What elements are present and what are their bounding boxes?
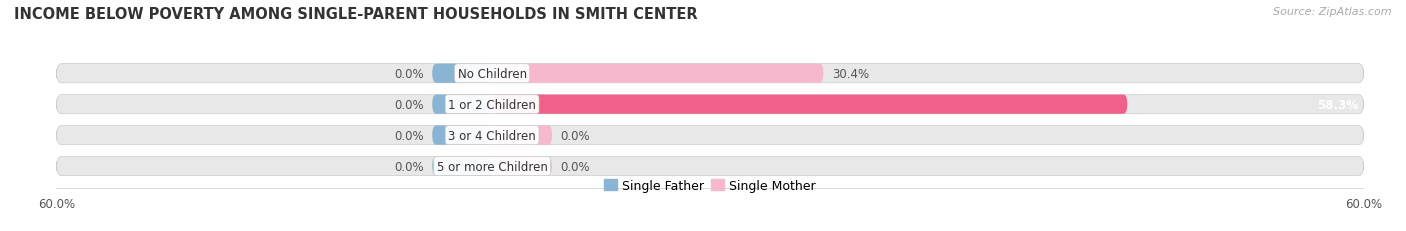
- FancyBboxPatch shape: [432, 126, 492, 145]
- Text: 30.4%: 30.4%: [832, 67, 869, 80]
- Text: INCOME BELOW POVERTY AMONG SINGLE-PARENT HOUSEHOLDS IN SMITH CENTER: INCOME BELOW POVERTY AMONG SINGLE-PARENT…: [14, 7, 697, 22]
- Text: 1 or 2 Children: 1 or 2 Children: [449, 98, 536, 111]
- Text: 5 or more Children: 5 or more Children: [437, 160, 547, 173]
- Text: 0.0%: 0.0%: [394, 98, 423, 111]
- Text: 0.0%: 0.0%: [394, 129, 423, 142]
- FancyBboxPatch shape: [56, 64, 1364, 83]
- FancyBboxPatch shape: [432, 64, 492, 83]
- Text: 0.0%: 0.0%: [561, 129, 591, 142]
- FancyBboxPatch shape: [432, 95, 492, 114]
- Text: 0.0%: 0.0%: [394, 67, 423, 80]
- Text: 58.3%: 58.3%: [1317, 98, 1358, 111]
- Text: Source: ZipAtlas.com: Source: ZipAtlas.com: [1274, 7, 1392, 17]
- FancyBboxPatch shape: [492, 157, 553, 176]
- Text: 0.0%: 0.0%: [561, 160, 591, 173]
- Text: 0.0%: 0.0%: [394, 160, 423, 173]
- FancyBboxPatch shape: [432, 157, 492, 176]
- Text: 3 or 4 Children: 3 or 4 Children: [449, 129, 536, 142]
- FancyBboxPatch shape: [56, 157, 1364, 176]
- Legend: Single Father, Single Mother: Single Father, Single Mother: [602, 176, 818, 194]
- FancyBboxPatch shape: [492, 95, 1128, 114]
- Text: No Children: No Children: [457, 67, 527, 80]
- FancyBboxPatch shape: [492, 64, 824, 83]
- FancyBboxPatch shape: [56, 95, 1364, 114]
- FancyBboxPatch shape: [492, 126, 553, 145]
- FancyBboxPatch shape: [56, 126, 1364, 145]
